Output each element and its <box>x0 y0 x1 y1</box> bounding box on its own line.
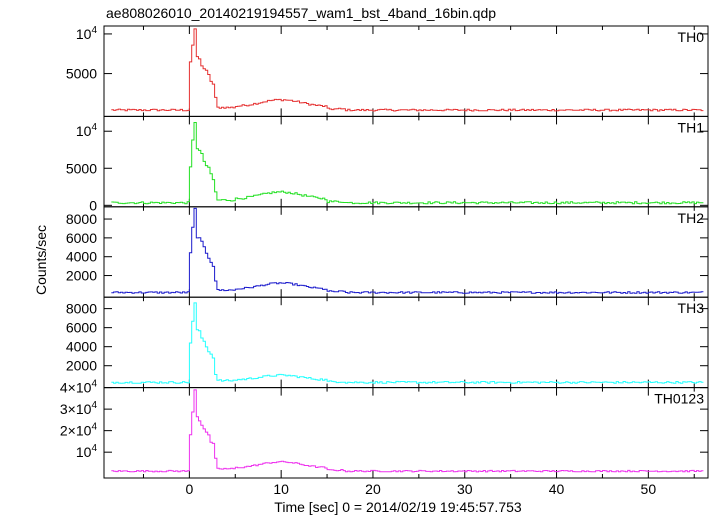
y-tick-label: 2000 <box>66 358 97 374</box>
panels-group: 5000 104 TH0 0 5000 104 TH1 2000 4000 6000 8000 TH2… <box>60 25 709 497</box>
y-tick-label: 6000 <box>66 320 97 336</box>
x-tick-label: 50 <box>641 481 657 497</box>
y-tick-label: 4000 <box>66 249 97 265</box>
y-tick-label: 104 <box>76 122 98 139</box>
x-axis-label: Time [sec] 0 = 2014/02/19 19:45:57.753 <box>274 499 522 515</box>
series-th0-line <box>111 28 704 112</box>
y-tick-label: 104 <box>76 443 98 460</box>
panel-label-th3: TH3 <box>678 300 705 316</box>
panel-frame <box>103 387 709 479</box>
x-tick-label: 20 <box>365 481 381 497</box>
panel-th3: 2000 4000 6000 8000 TH3 <box>66 296 709 389</box>
series-th3-line <box>111 302 704 384</box>
x-tick-label: 10 <box>273 481 289 497</box>
y-tick-label: 2000 <box>66 268 97 284</box>
panel-frame <box>103 25 709 117</box>
x-tick-label: 40 <box>549 481 565 497</box>
y-tick-label: 0 <box>89 197 97 213</box>
y-tick-label: 3×104 <box>60 400 98 417</box>
y-tick-label: 6000 <box>66 230 97 246</box>
y-tick-label: 4000 <box>66 339 97 355</box>
chart-title: ae808026010_20140219194557_wam1_bst_4ban… <box>106 5 496 21</box>
panel-frame <box>103 296 709 389</box>
y-tick-label: 4×104 <box>60 379 98 396</box>
y-tick-label: 5000 <box>66 160 97 176</box>
panel-th1: 0 5000 104 TH1 <box>66 115 709 213</box>
x-tick-label: 0 <box>185 481 193 497</box>
panel-th2: 2000 4000 6000 8000 TH2 <box>66 206 709 298</box>
y-tick-label: 104 <box>76 25 98 42</box>
panel-label-th2: TH2 <box>678 210 705 226</box>
panel-frame <box>103 206 709 298</box>
y-tick-label: 8000 <box>66 301 97 317</box>
series-th2-line <box>111 207 704 294</box>
series-th0123-line <box>111 389 704 473</box>
x-tick-label: 30 <box>457 481 473 497</box>
panel-frame <box>103 115 709 208</box>
y-axis-label: Counts/sec <box>33 225 49 295</box>
panel-label-th1: TH1 <box>678 119 705 135</box>
series-th1-line <box>111 122 704 205</box>
panel-label-th0: TH0 <box>678 29 705 45</box>
y-tick-label: 8000 <box>66 211 97 227</box>
y-tick-label: 2×104 <box>60 422 98 439</box>
panel-th0: 5000 104 TH0 <box>66 25 709 117</box>
panel-label-th0123: TH0123 <box>654 391 704 407</box>
panel-th0123: 104 2×104 3×104 4×104 TH0123 <box>60 379 709 479</box>
y-tick-label: 5000 <box>66 66 97 82</box>
